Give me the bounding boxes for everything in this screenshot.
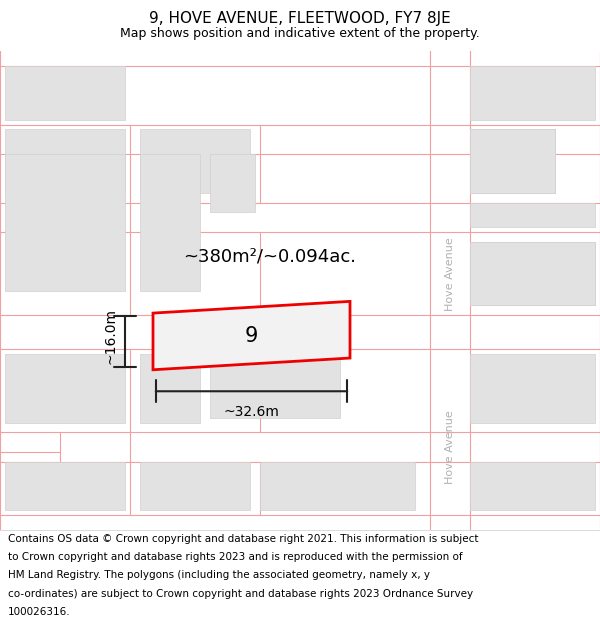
Bar [5, 66, 125, 119]
Text: co-ordinates) are subject to Crown copyright and database rights 2023 Ordnance S: co-ordinates) are subject to Crown copyr… [8, 589, 473, 599]
Bar [210, 359, 340, 418]
Text: ~16.0m: ~16.0m [103, 308, 117, 364]
Text: 9, HOVE AVENUE, FLEETWOOD, FY7 8JE: 9, HOVE AVENUE, FLEETWOOD, FY7 8JE [149, 11, 451, 26]
Bar [140, 354, 200, 422]
Bar [5, 129, 125, 193]
Bar [470, 242, 595, 305]
Bar [140, 462, 250, 511]
Bar [470, 242, 595, 305]
Text: 100026316.: 100026316. [8, 607, 70, 617]
Text: Hove Avenue: Hove Avenue [445, 410, 455, 484]
Bar [5, 462, 125, 511]
Text: 9: 9 [245, 326, 258, 346]
Bar [5, 154, 125, 291]
Bar [210, 154, 255, 212]
Polygon shape [153, 301, 350, 370]
Bar [470, 129, 555, 193]
Text: Hove Avenue: Hove Avenue [445, 237, 455, 311]
Bar [470, 66, 595, 119]
Bar [140, 154, 200, 291]
Text: ~32.6m: ~32.6m [224, 405, 280, 419]
Text: to Crown copyright and database rights 2023 and is reproduced with the permissio: to Crown copyright and database rights 2… [8, 552, 463, 562]
Bar [470, 129, 555, 193]
Bar [260, 462, 415, 511]
Text: Map shows position and indicative extent of the property.: Map shows position and indicative extent… [120, 27, 480, 40]
Bar [470, 462, 595, 511]
Bar [5, 354, 125, 422]
Text: ~380m²/~0.094ac.: ~380m²/~0.094ac. [184, 248, 356, 266]
Text: Contains OS data © Crown copyright and database right 2021. This information is : Contains OS data © Crown copyright and d… [8, 534, 478, 544]
Text: HM Land Registry. The polygons (including the associated geometry, namely x, y: HM Land Registry. The polygons (includin… [8, 570, 430, 580]
Bar [470, 354, 595, 422]
Bar [140, 129, 250, 193]
Bar [470, 202, 595, 227]
